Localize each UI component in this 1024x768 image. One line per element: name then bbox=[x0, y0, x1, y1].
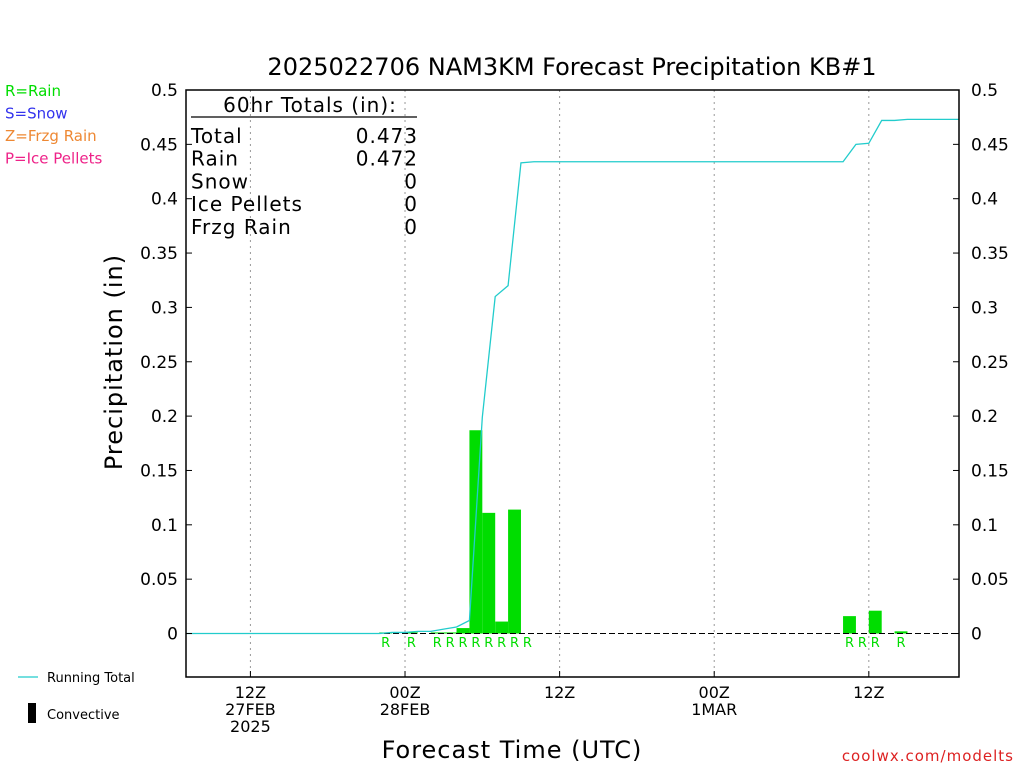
y-tick-label-left: 0.15 bbox=[140, 461, 178, 481]
bar-type-label: R bbox=[381, 636, 390, 651]
y-tick-label-right: 0.1 bbox=[971, 516, 998, 536]
totals-row-value: 0.472 bbox=[356, 147, 418, 171]
totals-row-label: Total bbox=[190, 124, 243, 148]
precip-type-legend: R=Rain S=Snow Z=Frzg Rain P=Ice Pellets bbox=[5, 82, 102, 168]
precip-bar bbox=[456, 628, 470, 634]
precip-bar bbox=[405, 632, 418, 634]
totals-row-label: Snow bbox=[191, 169, 249, 193]
x-tick-label: 28FEB bbox=[380, 700, 431, 719]
precip-bar bbox=[443, 632, 457, 634]
y-tick-label-right: 0 bbox=[971, 625, 982, 645]
y-tick-label-left: 0.3 bbox=[151, 298, 178, 318]
y-tick-label-right: 0.4 bbox=[971, 190, 998, 210]
precip-bars bbox=[379, 430, 908, 634]
totals-header: 60hr Totals (in): bbox=[223, 93, 397, 117]
convective-legend-swatch bbox=[28, 703, 36, 723]
precip-bar bbox=[894, 631, 908, 634]
bar-type-label: R bbox=[858, 636, 867, 651]
totals-row-value: 0 bbox=[404, 169, 418, 193]
bar-type-label: R bbox=[407, 636, 416, 651]
y-axis-left: 0 0.05 0.1 0.15 0.2 0.25 0.3 0.35 0.4 0.45 0.5 bbox=[140, 81, 192, 645]
legend-type-2: Z=Frzg Rain bbox=[5, 127, 97, 145]
x-tick-label: 2025 bbox=[230, 717, 271, 736]
precip-bar bbox=[482, 512, 496, 634]
precip-bar bbox=[495, 621, 509, 634]
y-tick-label-right: 0.25 bbox=[971, 353, 1009, 373]
totals-box: 60hr Totals (in): Total 0.473 Rain 0.472 Sno… bbox=[190, 93, 418, 239]
bar-type-label: R bbox=[871, 636, 880, 651]
y-tick-label-right: 0.05 bbox=[971, 570, 1009, 590]
chart-title: 2025022706 NAM3KM Forecast Precipitation… bbox=[267, 53, 876, 81]
y-tick-label-left: 0.45 bbox=[140, 135, 178, 155]
chart-grid bbox=[249, 90, 870, 677]
precip-bar bbox=[508, 509, 521, 634]
x-tick-label: 12Z bbox=[544, 683, 575, 702]
bar-type-label: R bbox=[446, 636, 455, 651]
bar-type-label: R bbox=[897, 636, 906, 651]
y-axis-label: Precipitation (in) bbox=[100, 254, 128, 470]
y-tick-label-left: 0 bbox=[167, 625, 178, 645]
y-axis-right: 0 0.05 0.1 0.15 0.2 0.25 0.3 0.35 0.4 0.45 0.5 bbox=[953, 81, 1009, 645]
y-tick-label-right: 0.2 bbox=[971, 407, 998, 427]
y-tick-label-left: 0.25 bbox=[140, 353, 178, 373]
bar-type-label: R bbox=[497, 636, 506, 651]
legend-type-3: P=Ice Pellets bbox=[5, 150, 102, 168]
totals-row-label: Frzg Rain bbox=[191, 215, 292, 239]
y-tick-label-right: 0.15 bbox=[971, 461, 1009, 481]
bar-type-label: R bbox=[523, 636, 532, 651]
y-tick-label-right: 0.3 bbox=[971, 298, 998, 318]
x-tick-label: 1MAR bbox=[691, 700, 737, 719]
bar-type-label: R bbox=[471, 636, 480, 651]
bar-type-label: R bbox=[433, 636, 442, 651]
y-tick-label-left: 0.1 bbox=[151, 516, 178, 536]
totals-row-label: Rain bbox=[191, 147, 239, 171]
totals-row-value: 0 bbox=[404, 215, 418, 239]
legend-type-1: S=Snow bbox=[5, 105, 68, 123]
x-tick-label: 00Z bbox=[699, 683, 730, 702]
totals-rows: Total 0.473 Rain 0.472 Snow 0 Ice Pellets 0 Frzg… bbox=[190, 124, 418, 239]
bar-type-label: R bbox=[845, 636, 854, 651]
bottom-legend: Running Total Convective bbox=[18, 671, 135, 723]
y-tick-label-right: 0.35 bbox=[971, 244, 1009, 264]
precip-bar bbox=[469, 430, 483, 634]
bar-type-label: R bbox=[510, 636, 519, 651]
bar-type-label: R bbox=[458, 636, 467, 651]
totals-row-value: 0.473 bbox=[356, 124, 418, 148]
precip-bar bbox=[868, 610, 882, 634]
credit-text: coolwx.com/modelts bbox=[842, 747, 1014, 765]
x-tick-label: 12Z bbox=[235, 683, 266, 702]
x-tick-label: 00Z bbox=[389, 683, 420, 702]
running-total-line bbox=[186, 118, 959, 635]
x-axis-label: Forecast Time (UTC) bbox=[382, 736, 643, 764]
x-tick-label: 27FEB bbox=[225, 700, 276, 719]
legend-type-0: R=Rain bbox=[5, 82, 61, 100]
y-tick-label-left: 0.4 bbox=[151, 190, 178, 210]
totals-row-value: 0 bbox=[404, 192, 418, 216]
plot-frame bbox=[185, 89, 960, 678]
precip-bar bbox=[430, 632, 444, 634]
y-tick-label-right: 0.45 bbox=[971, 135, 1009, 155]
y-tick-label-right: 0.5 bbox=[971, 81, 998, 101]
y-tick-label-left: 0.05 bbox=[140, 570, 178, 590]
running-total-legend-label: Running Total bbox=[47, 671, 135, 686]
precip-bar bbox=[843, 616, 856, 634]
totals-row-label: Ice Pellets bbox=[191, 192, 303, 216]
convective-legend-label: Convective bbox=[47, 708, 120, 723]
x-tick-label: 12Z bbox=[853, 683, 884, 702]
y-tick-label-left: 0.2 bbox=[151, 407, 178, 427]
bar-type-label: R bbox=[484, 636, 493, 651]
y-tick-label-left: 0.5 bbox=[151, 81, 178, 101]
y-tick-label-left: 0.35 bbox=[140, 244, 178, 264]
